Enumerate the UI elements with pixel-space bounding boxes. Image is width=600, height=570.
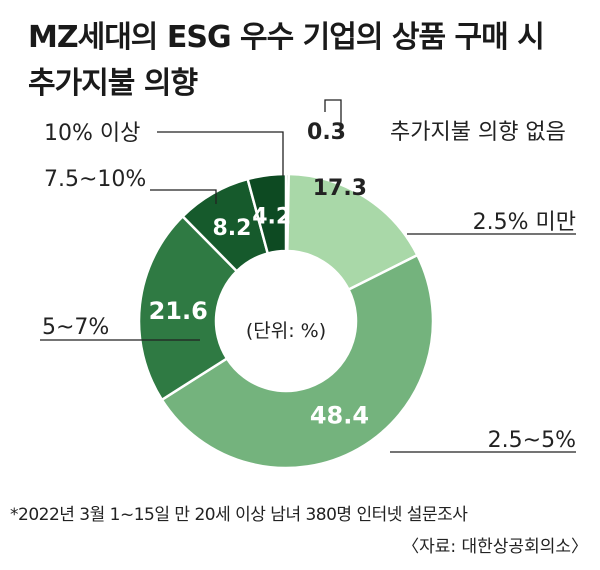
category-label: 2.5% 미만	[473, 210, 576, 235]
category-label: 7.5~10%	[44, 167, 146, 192]
category-label: 5~7%	[42, 315, 109, 340]
value-label: 0.3	[307, 120, 346, 145]
survey-note: *2022년 3월 1~15일 만 20세 이상 남녀 380명 인터넷 설문조…	[10, 505, 468, 525]
value-label: 21.6	[149, 297, 208, 325]
value-label: 4.2	[252, 204, 291, 229]
donut-slice	[160, 253, 435, 470]
donut-slice	[246, 172, 288, 255]
value-label: 17.3	[313, 176, 367, 201]
chart-title-line-1: MZ세대의 ESG 우수 기업의 상품 구매 시	[28, 20, 545, 55]
leader-line	[150, 189, 217, 204]
category-label: 10% 이상	[44, 121, 140, 146]
unit-label: (단위: %)	[246, 320, 326, 342]
leader-line	[157, 131, 284, 176]
donut-slice	[137, 214, 239, 402]
chart-title-line-2: 추가지불 의향	[28, 66, 198, 101]
value-label: 48.4	[310, 401, 369, 429]
donut-slice	[286, 172, 420, 292]
category-label: 추가지불 의향 없음	[390, 120, 566, 145]
source-label: 〈자료: 대한상공회의소〉	[402, 537, 588, 557]
value-label: 8.2	[212, 216, 251, 241]
category-label: 2.5~5%	[488, 428, 576, 453]
leader-line	[324, 99, 342, 130]
